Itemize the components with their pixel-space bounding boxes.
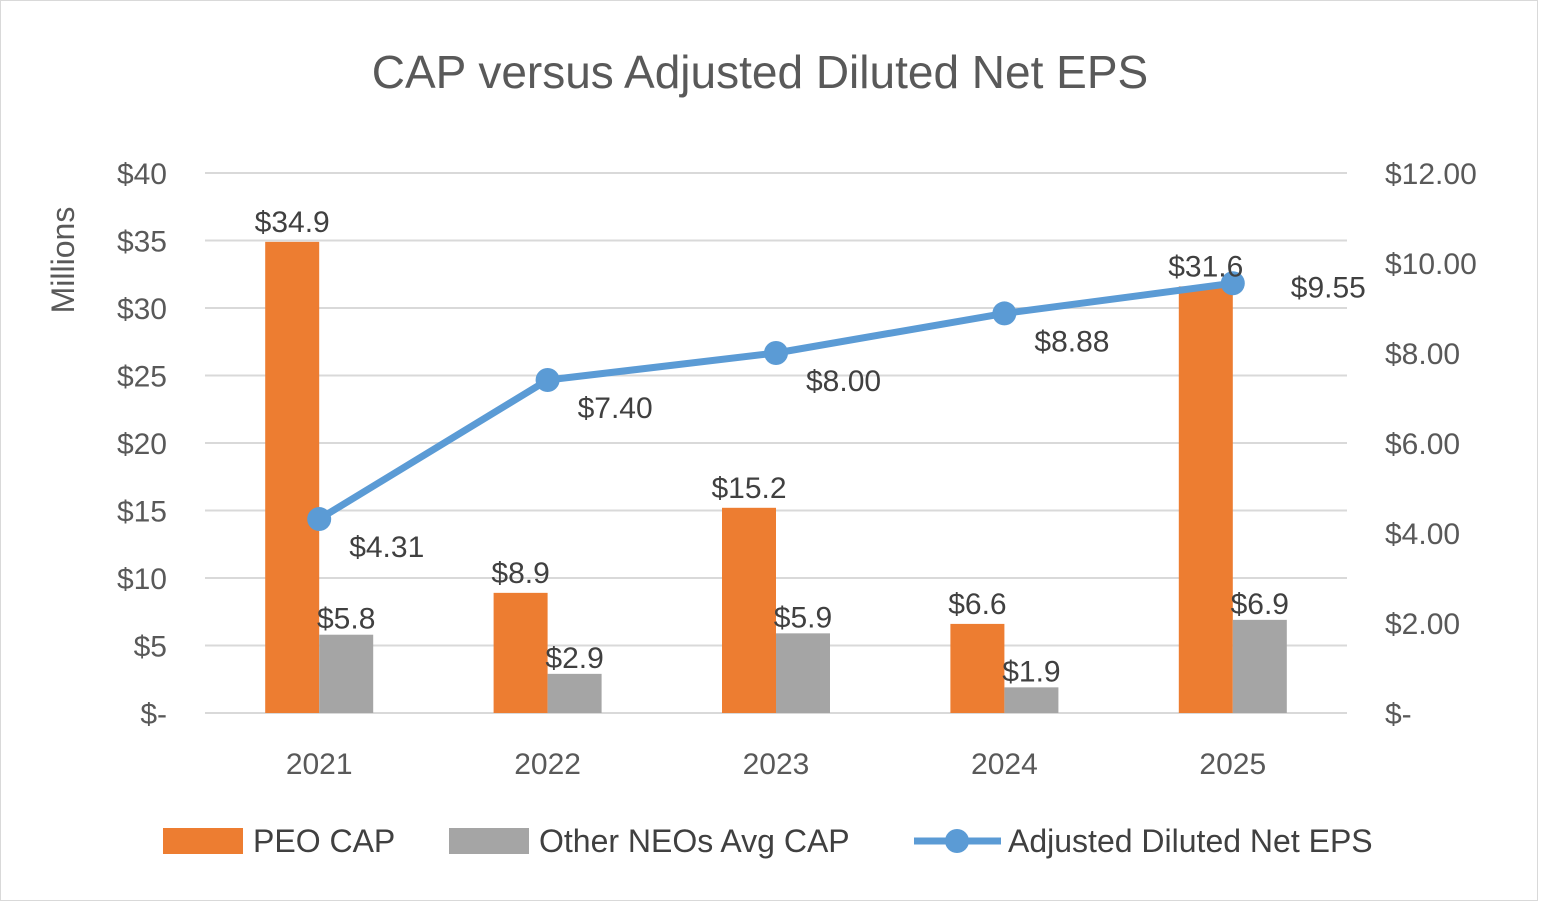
x-axis-tick-label: 2023	[743, 748, 810, 781]
x-axis: 2021 2022 2023 2024 2025	[286, 748, 1266, 781]
x-axis-tick-label: 2024	[971, 748, 1038, 781]
eps-value-label: $9.55	[1291, 271, 1366, 304]
other-neos-bar	[319, 634, 374, 713]
left-axis-tick-label: $5	[134, 631, 167, 664]
peo-cap-bar	[722, 507, 776, 713]
chart-title: CAP versus Adjusted Diluted Net EPS	[372, 46, 1148, 98]
peo-cap-value-label: $34.9	[255, 206, 330, 239]
right-axis-tick-label: $10.00	[1385, 248, 1477, 281]
other-neos-value-label: $5.9	[774, 601, 832, 634]
legend-swatch-other-neos	[449, 828, 529, 854]
legend-label-peo-cap: PEO CAP	[253, 823, 395, 859]
other-neos-value-label: $1.9	[1002, 655, 1060, 688]
peo-cap-value-label: $31.6	[1168, 250, 1243, 283]
legend-label-eps: Adjusted Diluted Net EPS	[1008, 823, 1373, 859]
bars	[265, 241, 1287, 713]
eps-marker	[764, 341, 788, 365]
right-axis-tick-label: $-	[1385, 698, 1412, 731]
peo-cap-bar	[493, 592, 548, 713]
other-neos-value-label: $5.8	[317, 603, 375, 636]
left-axis-tick-label: $10	[117, 563, 167, 596]
other-neos-bar	[776, 633, 830, 713]
left-axis-tick-label: $20	[117, 428, 167, 461]
y-axis-label: Millions	[45, 207, 81, 314]
right-axis: $- $2.00 $4.00 $6.00 $8.00 $10.00 $12.00	[1385, 158, 1477, 731]
data-labels: $34.9 $5.8 $8.9 $2.9 $15.2 $5.9 $6.6 $1.9 $31.6 $…	[255, 206, 1366, 688]
peo-cap-value-label: $15.2	[711, 472, 786, 505]
legend-swatch-eps-marker	[945, 829, 969, 853]
legend: PEO CAP Other NEOs Avg CAP Adjusted Dilute…	[163, 823, 1373, 859]
gridlines	[205, 172, 1347, 714]
legend-label-other-neos: Other NEOs Avg CAP	[539, 823, 850, 859]
left-axis: $- $5 $10 $15 $20 $25 $30 $35 $40	[117, 158, 167, 731]
other-neos-bar	[1004, 687, 1059, 713]
eps-value-label: $4.31	[349, 531, 424, 564]
other-neos-bar	[1232, 619, 1287, 713]
left-axis-tick-label: $40	[117, 158, 167, 191]
eps-marker	[1220, 271, 1245, 296]
eps-line	[307, 271, 1245, 532]
left-axis-tick-label: $-	[140, 698, 167, 731]
x-axis-tick-label: 2022	[514, 748, 581, 781]
left-axis-tick-label: $30	[117, 293, 167, 326]
peo-cap-bar	[950, 623, 1005, 713]
x-axis-tick-label: 2025	[1199, 748, 1266, 781]
other-neos-value-label: $2.9	[545, 642, 603, 675]
left-axis-tick-label: $35	[117, 226, 167, 259]
eps-value-label: $8.88	[1034, 325, 1109, 358]
right-axis-tick-label: $8.00	[1385, 338, 1460, 371]
other-neos-bar	[547, 673, 602, 713]
peo-cap-bar	[265, 241, 320, 713]
other-neos-value-label: $6.9	[1231, 588, 1289, 621]
right-axis-tick-label: $12.00	[1385, 158, 1477, 191]
left-axis-tick-label: $25	[117, 361, 167, 394]
left-axis-tick-label: $15	[117, 496, 167, 529]
peo-cap-bar	[1178, 286, 1233, 713]
right-axis-tick-label: $6.00	[1385, 428, 1460, 461]
eps-marker	[535, 368, 560, 392]
eps-marker	[307, 507, 332, 532]
eps-marker	[992, 301, 1017, 326]
x-axis-tick-label: 2021	[286, 748, 353, 781]
legend-swatch-peo-cap	[163, 828, 243, 854]
right-axis-tick-label: $2.00	[1385, 608, 1460, 641]
peo-cap-value-label: $6.6	[948, 588, 1006, 621]
right-axis-tick-label: $4.00	[1385, 518, 1460, 551]
peo-cap-value-label: $8.9	[491, 557, 549, 590]
eps-value-label: $8.00	[806, 365, 881, 398]
eps-value-label: $7.40	[578, 392, 653, 425]
